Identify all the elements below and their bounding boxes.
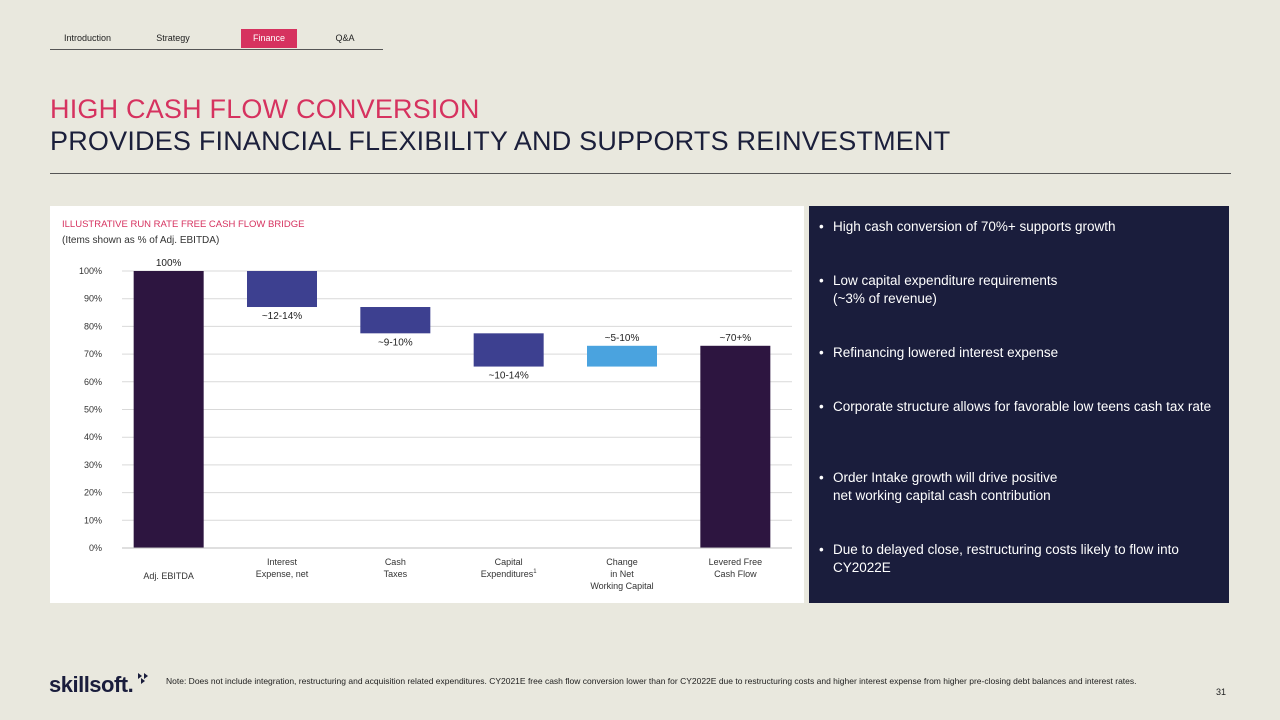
- x-tick-label: Interest: [267, 557, 298, 567]
- bullet-text: High cash conversion of 70%+ supports gr…: [833, 219, 1116, 234]
- y-tick-label: 60%: [84, 377, 102, 387]
- y-tick-label: 0%: [89, 543, 102, 553]
- bar: [360, 307, 431, 334]
- bullet-icon: •: [819, 542, 824, 557]
- chart-panel: ILLUSTRATIVE RUN RATE FREE CASH FLOW BRI…: [50, 206, 804, 603]
- bullet-text: Low capital expenditure requirements (~3…: [833, 273, 1058, 306]
- y-tick-label: 100%: [79, 266, 102, 276]
- bar: [247, 271, 317, 308]
- data-label: ~5-10%: [605, 333, 640, 344]
- bar: [133, 271, 204, 548]
- x-tick-label: Levered Free: [709, 557, 763, 567]
- bullet-text: Refinancing lowered interest expense: [833, 345, 1059, 360]
- logo-chevrons-icon: [138, 673, 148, 684]
- x-tick-label: Working Capital: [590, 581, 653, 591]
- y-tick-label: 20%: [84, 488, 102, 498]
- y-tick-label: 70%: [84, 349, 102, 359]
- data-label: 100%: [156, 258, 182, 269]
- bullet-icon: •: [819, 345, 824, 360]
- bullet-text: Corporate structure allows for favorable…: [833, 399, 1212, 414]
- bar: [587, 345, 657, 367]
- x-tick-label: Cash Flow: [714, 569, 757, 579]
- footnote-marker: 1: [533, 569, 537, 575]
- y-tick-label: 10%: [84, 515, 102, 525]
- y-tick-label: 40%: [84, 432, 102, 442]
- tab-qa[interactable]: Q&A: [335, 33, 355, 43]
- x-tick-label: Adj. EBITDA: [143, 571, 194, 581]
- bar: [473, 333, 544, 367]
- skillsoft-logo: skillsoft.: [49, 672, 134, 697]
- x-tick-label: Taxes: [384, 569, 408, 579]
- page-title: HIGH CASH FLOW CONVERSION: [50, 94, 480, 124]
- bullet-item: • Low capital expenditure requirements (…: [819, 272, 1219, 308]
- bullet-item: • Order Intake growth will drive positiv…: [819, 469, 1219, 505]
- waterfall-chart: 0% 10% 20% 30% 40% 50% 60% 70% 80% 90% 100% 100% Adj…: [79, 258, 792, 591]
- page-subtitle: PROVIDES FINANCIAL FLEXIBILITY AND SUPPO…: [50, 126, 951, 156]
- y-tick-label: 30%: [84, 460, 102, 470]
- bullet-icon: •: [819, 273, 824, 288]
- footnote: Note: Does not include integration, rest…: [166, 676, 1137, 686]
- data-label: ~70+%: [719, 333, 751, 344]
- data-label: ~10-14%: [489, 371, 529, 382]
- x-tick-label: Capital: [495, 557, 523, 567]
- tab-finance[interactable]: Finance: [241, 29, 297, 48]
- chart-subtitle: (Items shown as % of Adj. EBITDA): [62, 235, 220, 246]
- y-tick-label: 80%: [84, 321, 102, 331]
- bullet-text: Due to delayed close, restructuring cost…: [833, 542, 1179, 575]
- x-tick-label: in Net: [610, 569, 634, 579]
- bullet-item: • Due to delayed close, restructuring co…: [819, 541, 1219, 577]
- bullet-item: • Refinancing lowered interest expense: [819, 344, 1219, 362]
- data-label: ~9-10%: [378, 337, 413, 348]
- y-tick-label: 90%: [84, 294, 102, 304]
- section-nav: Introduction Strategy Finance Q&A: [50, 29, 383, 50]
- chart-title: ILLUSTRATIVE RUN RATE FREE CASH FLOW BRI…: [62, 219, 305, 230]
- bullet-item: • Corporate structure allows for favorab…: [819, 398, 1219, 416]
- x-tick-label: Cash: [385, 557, 406, 567]
- tab-introduction[interactable]: Introduction: [63, 33, 112, 43]
- data-label: ~12-14%: [262, 311, 302, 322]
- x-tick-label: Change: [606, 557, 638, 567]
- page-number: 31: [1216, 687, 1227, 697]
- bullet-icon: •: [819, 399, 824, 414]
- y-tick-label: 50%: [84, 405, 102, 415]
- bullet-item: • High cash conversion of 70%+ supports …: [819, 218, 1219, 236]
- bullet-icon: •: [819, 470, 824, 485]
- x-tick-label: Expenditures1: [481, 569, 538, 579]
- tab-strategy[interactable]: Strategy: [156, 33, 190, 43]
- bullet-text: Order Intake growth will drive positive …: [833, 470, 1058, 503]
- x-tick-label: Expense, net: [256, 569, 309, 579]
- bar: [700, 345, 771, 548]
- key-points-panel: • High cash conversion of 70%+ supports …: [809, 206, 1229, 603]
- title-divider: [50, 173, 1231, 174]
- bullet-icon: •: [819, 219, 824, 234]
